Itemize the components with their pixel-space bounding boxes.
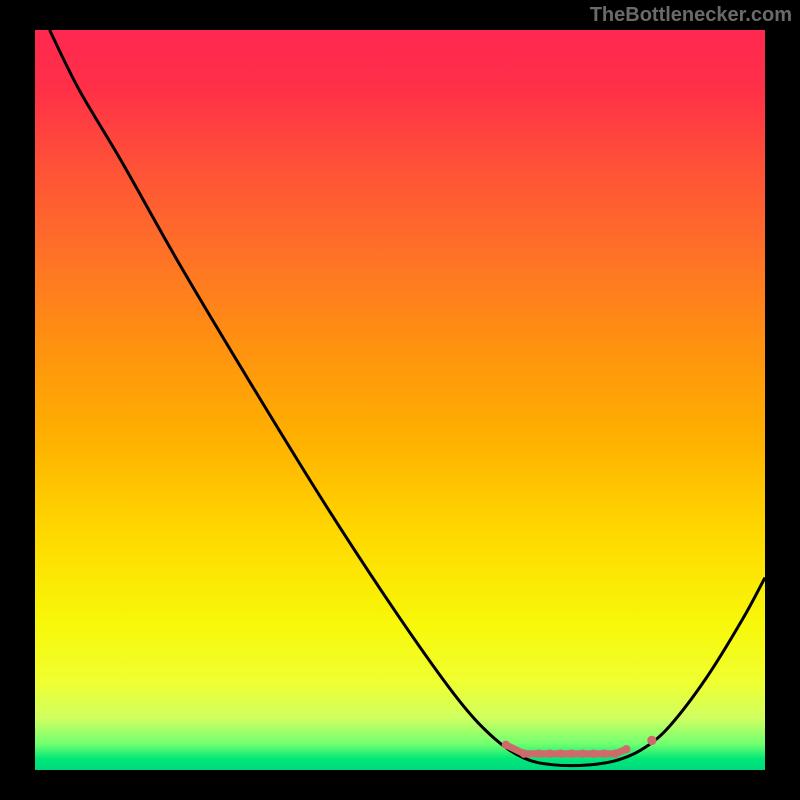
marker-dot	[600, 750, 608, 758]
marker-dot	[535, 750, 543, 758]
marker-dot	[578, 750, 586, 758]
marker-dot	[520, 750, 528, 758]
marker-dot	[556, 750, 564, 758]
marker-dot	[611, 750, 619, 758]
chart-container: TheBottlenecker.com	[0, 0, 800, 800]
marker-dot	[589, 750, 597, 758]
marker-dot	[502, 741, 510, 749]
marker-dot	[545, 750, 553, 758]
plot-background	[35, 30, 765, 770]
marker-dot	[567, 750, 575, 758]
watermark-text: TheBottlenecker.com	[590, 4, 792, 27]
bottleneck-chart	[0, 0, 800, 800]
marker-dot	[622, 745, 630, 753]
marker-dot-end	[647, 736, 656, 745]
